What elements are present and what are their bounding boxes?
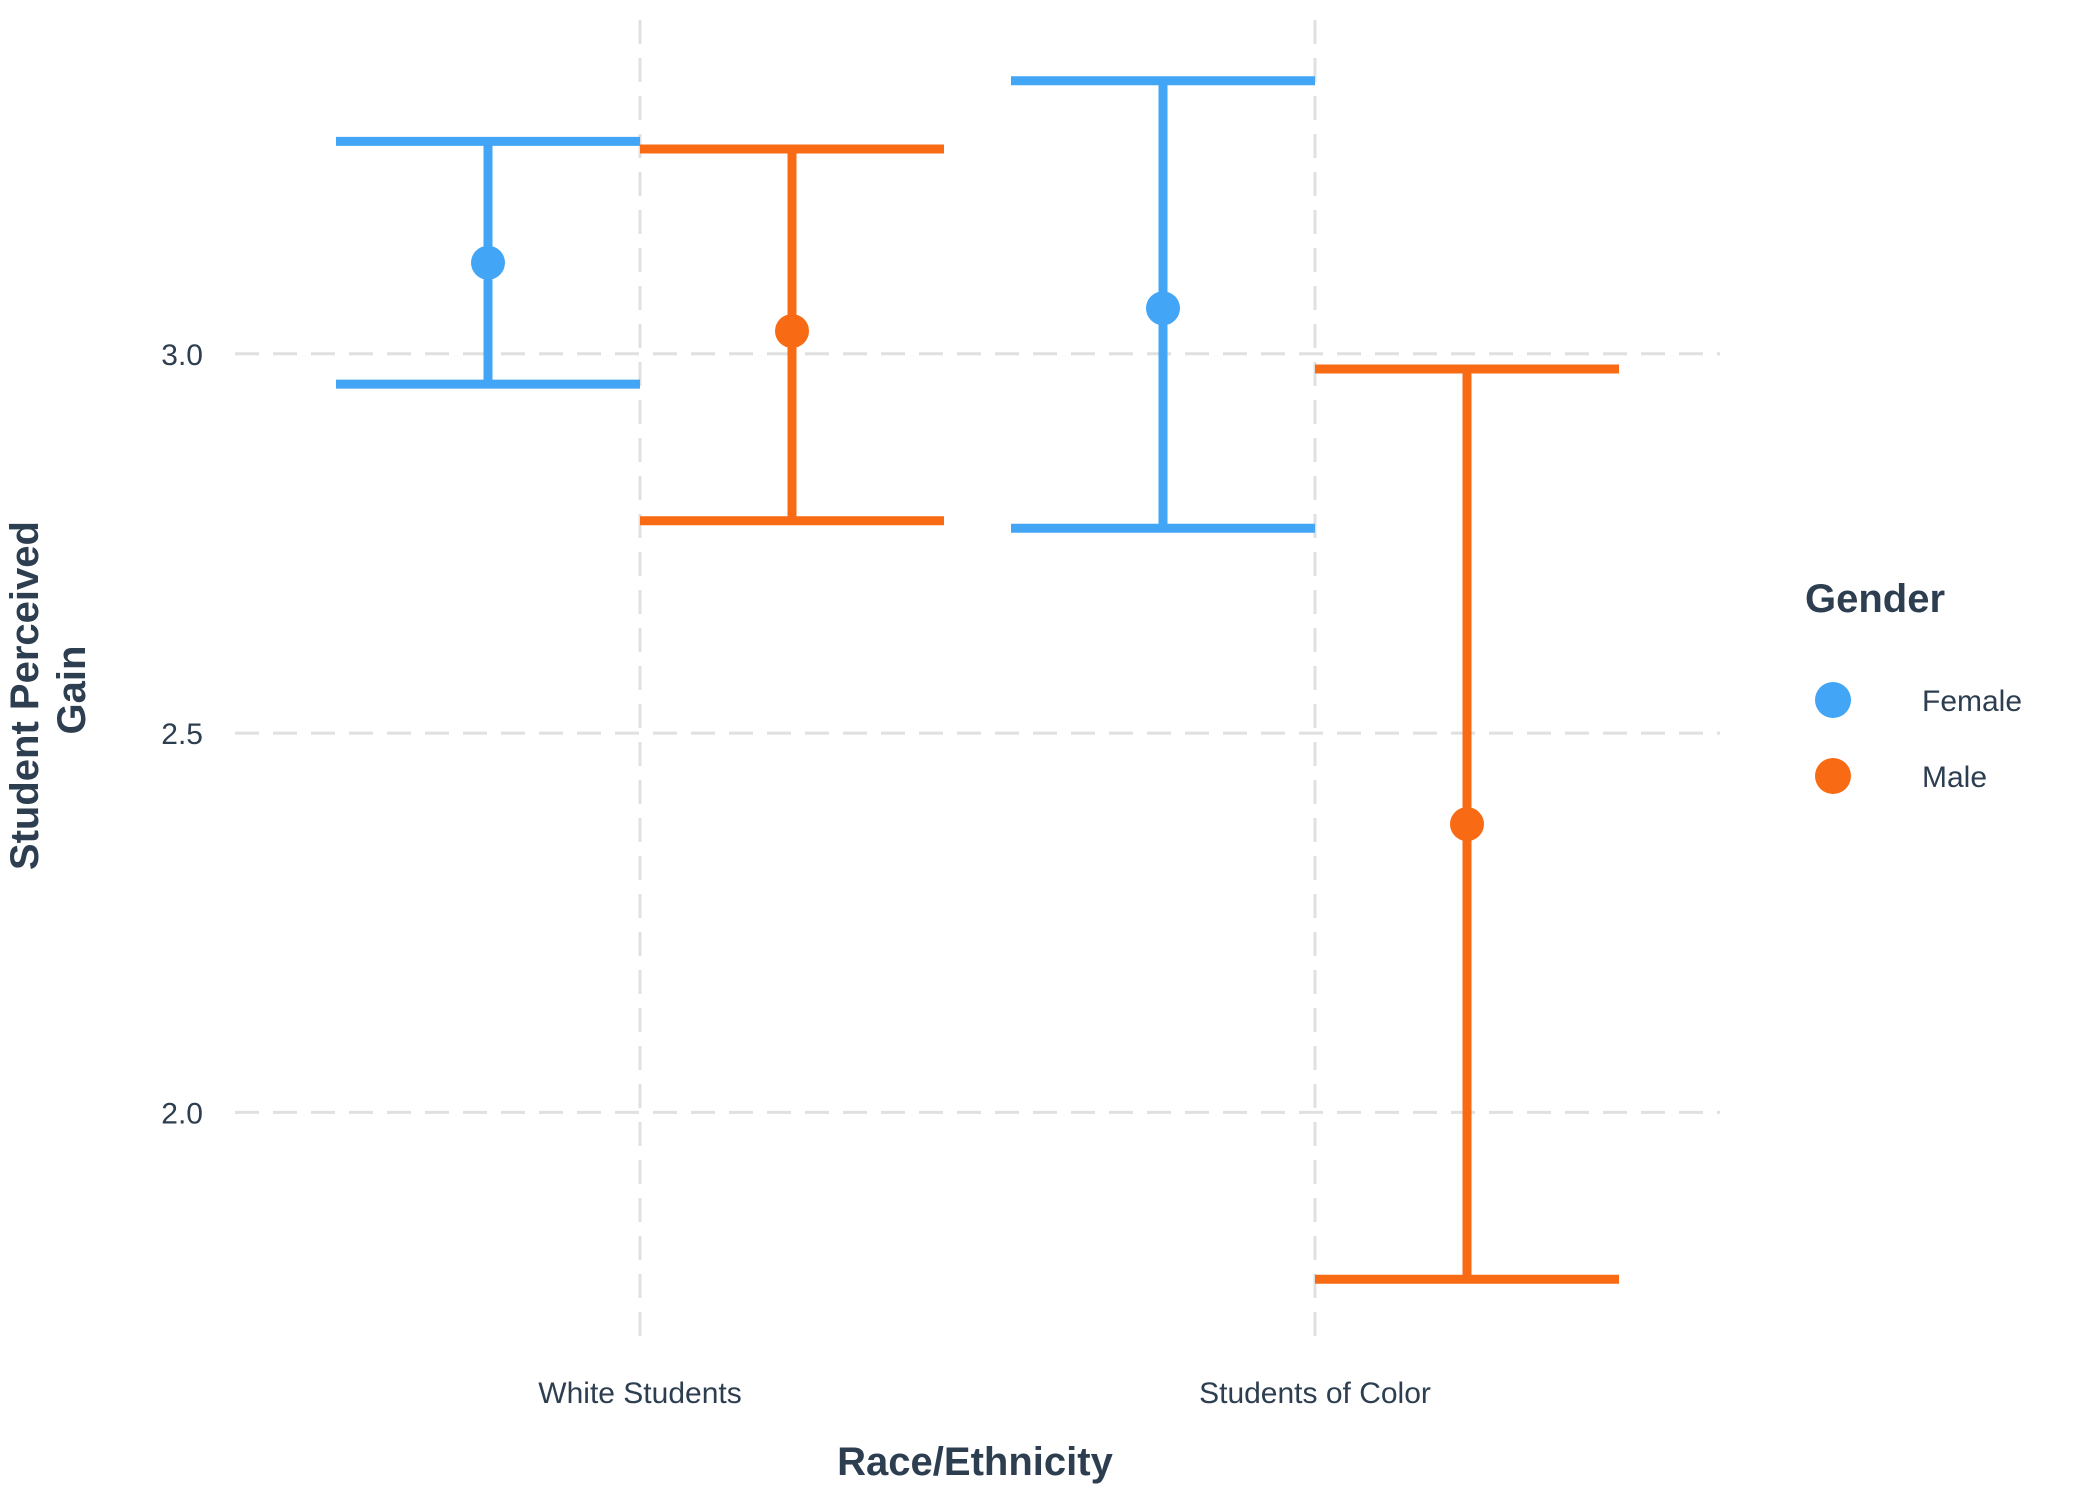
mean-point: [775, 314, 809, 349]
legend-swatch-female: [1815, 682, 1851, 718]
mean-point: [471, 245, 505, 280]
legend-label-male: Male: [1922, 761, 1987, 794]
mean-point: [1450, 807, 1484, 842]
legend-swatch-male: [1815, 758, 1851, 794]
y-tick-labels: 2.0 2.5 3.0: [161, 339, 203, 1131]
y-axis-title-line-2: Gain: [50, 646, 94, 735]
x-tick-labels: White Students Students of Color: [538, 1377, 1431, 1410]
y-axis-title-line-1: Student Perceived: [3, 521, 47, 870]
legend-title: Gender: [1805, 577, 1945, 621]
x-tick-label: Students of Color: [1199, 1377, 1431, 1410]
y-tick-label: 2.0: [161, 1097, 203, 1130]
grid-lines: [235, 20, 1720, 1340]
error-bar-male: [1315, 364, 1619, 1284]
y-tick-label: 2.5: [161, 718, 203, 751]
error-bar-female: [336, 136, 640, 389]
error-bar-female: [1011, 76, 1315, 533]
error-bar-male: [640, 144, 944, 526]
x-tick-label: White Students: [538, 1377, 741, 1410]
x-axis-title: Race/Ethnicity: [837, 1440, 1113, 1484]
y-axis-title: Student Perceived Gain: [3, 510, 94, 870]
series-marks: [336, 76, 1619, 1284]
legend-label-female: Female: [1922, 685, 2022, 718]
y-tick-label: 3.0: [161, 339, 203, 372]
legend: Gender Female Male: [1805, 577, 2022, 794]
legend-items: Female Male: [1815, 682, 2022, 794]
mean-point: [1146, 291, 1180, 326]
